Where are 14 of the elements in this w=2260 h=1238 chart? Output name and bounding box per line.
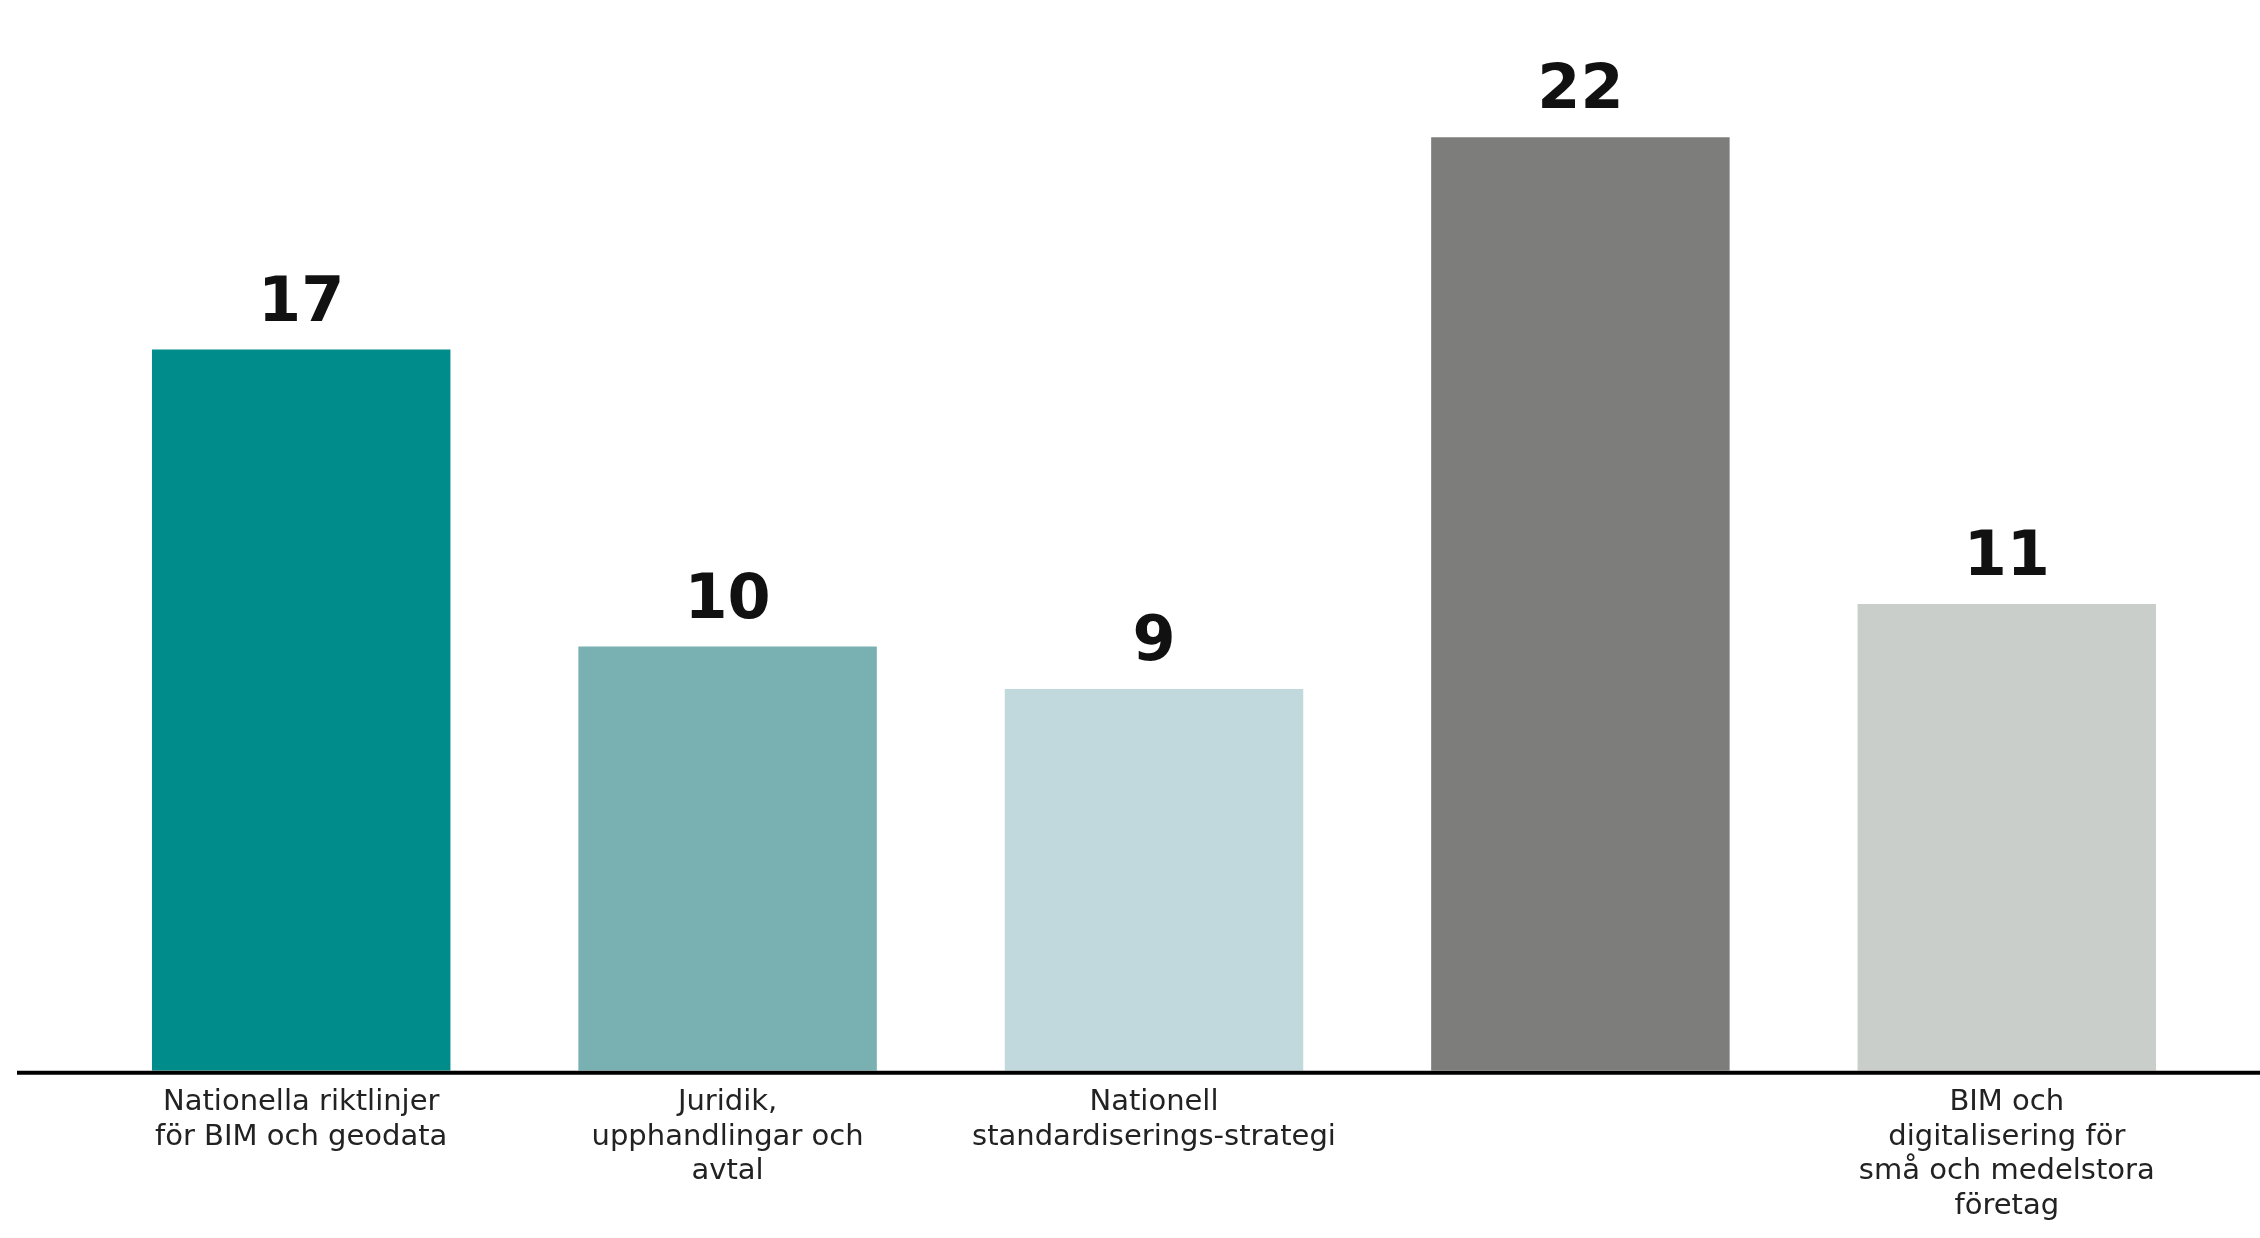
bar (151, 349, 451, 1071)
data-label: 22 (1537, 50, 1624, 124)
bar (1857, 604, 2157, 1071)
bar (1431, 137, 1730, 1071)
data-label: 9 (1132, 602, 1176, 676)
bar (578, 646, 877, 1071)
data-label: 17 (258, 262, 345, 336)
x-tick-label: Nationella riktlinjer för BIM och geodata (155, 1082, 448, 1152)
x-tick-label: BIM och digitalisering för små och medelstora företag (1858, 1082, 2155, 1222)
bar (1004, 688, 1304, 1071)
data-label: 10 (684, 559, 771, 633)
data-label: 11 (1963, 517, 2050, 591)
x-tick-label: Juridik, upphandlingar och avtal (591, 1082, 864, 1187)
x-tick-label: Nationell standardiserings-strategi (972, 1082, 1336, 1152)
